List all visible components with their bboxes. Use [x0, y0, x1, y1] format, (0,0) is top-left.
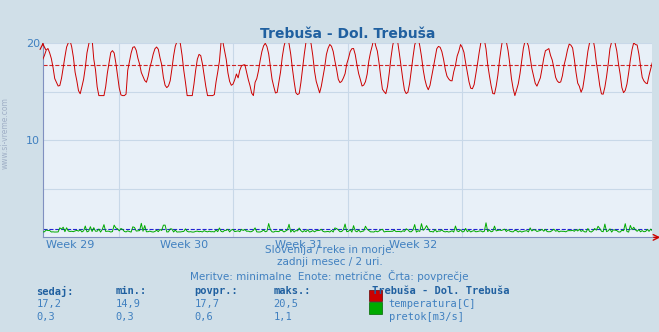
Text: pretok[m3/s]: pretok[m3/s] — [389, 312, 464, 322]
Title: Trebuša - Dol. Trebuša: Trebuša - Dol. Trebuša — [260, 27, 436, 41]
Text: 1,1: 1,1 — [273, 312, 292, 322]
Text: zadnji mesec / 2 uri.: zadnji mesec / 2 uri. — [277, 257, 382, 267]
Text: www.si-vreme.com: www.si-vreme.com — [1, 97, 10, 169]
Text: 17,7: 17,7 — [194, 299, 219, 309]
Text: Meritve: minimalne  Enote: metrične  Črta: povprečje: Meritve: minimalne Enote: metrične Črta:… — [190, 270, 469, 282]
Text: 17,2: 17,2 — [36, 299, 61, 309]
Text: Slovenija / reke in morje.: Slovenija / reke in morje. — [264, 245, 395, 255]
Text: min.:: min.: — [115, 286, 146, 296]
Text: Trebuša - Dol. Trebuša: Trebuša - Dol. Trebuša — [372, 286, 510, 296]
Text: povpr.:: povpr.: — [194, 286, 238, 296]
Text: sedaj:: sedaj: — [36, 286, 74, 297]
Text: 20,5: 20,5 — [273, 299, 299, 309]
Text: 0,3: 0,3 — [36, 312, 55, 322]
Text: maks.:: maks.: — [273, 286, 311, 296]
Text: temperatura[C]: temperatura[C] — [389, 299, 476, 309]
Text: 0,6: 0,6 — [194, 312, 213, 322]
Text: 0,3: 0,3 — [115, 312, 134, 322]
Text: 14,9: 14,9 — [115, 299, 140, 309]
